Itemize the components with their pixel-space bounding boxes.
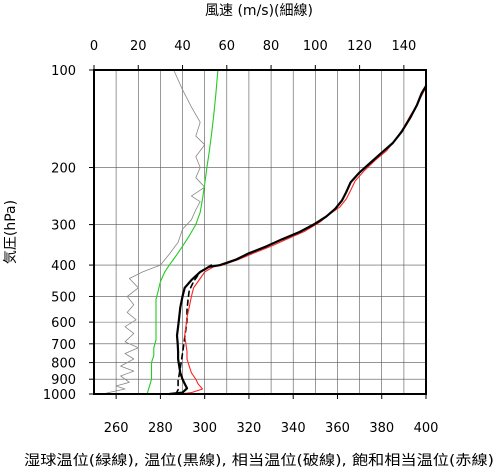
plot-series <box>102 69 428 396</box>
left-axis-tick-label: 200 <box>51 162 76 177</box>
left-axis-tick-label: 400 <box>51 259 76 274</box>
bottom-axis-tick-label: 340 <box>281 421 306 436</box>
top-axis-tick-label: 0 <box>90 39 98 54</box>
bottom-axis-tick-label: 300 <box>192 421 217 436</box>
saturated-equivalent-potential-temperature-line <box>179 86 427 395</box>
equivalent-potential-temperature-line <box>175 264 213 395</box>
y-axis-title: 気圧(hPa) <box>3 200 19 264</box>
top-axis-tick-label: 140 <box>391 39 416 54</box>
potential-temperature-line <box>168 84 428 396</box>
left-axis-tick-label: 1000 <box>43 388 76 403</box>
bottom-axis-tick-label: 400 <box>414 421 439 436</box>
left-axis-tick-label: 500 <box>51 290 76 305</box>
bottom-axis-tick-label: 360 <box>325 421 350 436</box>
top-axis-tick-label: 60 <box>219 39 236 54</box>
left-axis-tick-label: 300 <box>51 219 76 234</box>
bottom-axis-title: 湿球温位(緑線), 温位(黒線), 相当温位(破線), 飽和相当温位(赤線) <box>24 452 494 469</box>
top-axis-tick-label: 120 <box>347 39 372 54</box>
wet-bulb-potential-temperature-line <box>146 69 219 395</box>
bottom-axis-ticks: 260 280 300 320 340 360 380 400 <box>104 394 439 436</box>
top-axis-tick-label: 40 <box>174 39 191 54</box>
wind-speed-line <box>102 69 206 395</box>
left-axis-tick-label: 100 <box>51 64 76 79</box>
left-axis-tick-label: 600 <box>51 316 76 331</box>
bottom-axis-tick-label: 260 <box>104 421 129 436</box>
bottom-axis-tick-label: 320 <box>237 421 262 436</box>
left-axis-tick-label: 800 <box>51 357 76 372</box>
top-axis-tick-label: 20 <box>130 39 147 54</box>
bottom-axis-tick-label: 280 <box>148 421 173 436</box>
plot-frame <box>93 69 427 395</box>
left-axis-tick-label: 900 <box>51 373 76 388</box>
bottom-axis-tick-label: 380 <box>369 421 394 436</box>
top-axis-title: 風速 (m/s)(細線) <box>205 3 313 19</box>
top-axis-ticks: 0 20 40 60 80 100 120 140 <box>90 39 416 70</box>
top-axis-tick-label: 100 <box>303 39 328 54</box>
top-axis-tick-label: 80 <box>263 39 280 54</box>
left-axis-tick-label: 700 <box>51 338 76 353</box>
grid <box>94 70 426 394</box>
